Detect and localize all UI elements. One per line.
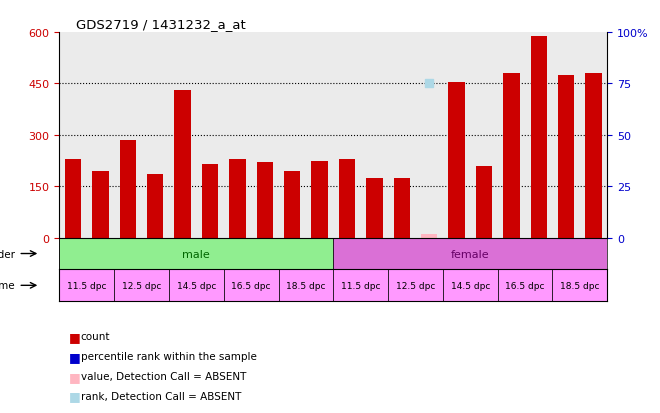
Text: 11.5 dpc: 11.5 dpc (341, 281, 380, 290)
Text: value, Detection Call = ABSENT: value, Detection Call = ABSENT (81, 371, 246, 381)
FancyBboxPatch shape (114, 270, 169, 301)
Bar (257, 163, 273, 238)
Text: ■: ■ (69, 330, 81, 343)
FancyBboxPatch shape (443, 270, 498, 301)
Bar (339, 159, 355, 238)
Bar (448, 83, 465, 238)
FancyBboxPatch shape (388, 270, 443, 301)
Text: percentile rank within the sample: percentile rank within the sample (81, 351, 256, 361)
Text: count: count (81, 332, 110, 342)
Text: ■: ■ (69, 350, 81, 363)
Text: 18.5 dpc: 18.5 dpc (560, 281, 599, 290)
Bar (366, 178, 383, 238)
Bar (312, 161, 328, 238)
Text: 14.5 dpc: 14.5 dpc (177, 281, 216, 290)
Text: ■: ■ (69, 389, 81, 403)
Text: 11.5 dpc: 11.5 dpc (67, 281, 106, 290)
Text: male: male (182, 249, 211, 259)
Text: GDS2719 / 1431232_a_at: GDS2719 / 1431232_a_at (76, 17, 246, 31)
Bar (202, 165, 218, 238)
Text: 12.5 dpc: 12.5 dpc (396, 281, 435, 290)
FancyBboxPatch shape (59, 238, 333, 270)
Bar (229, 159, 246, 238)
Text: female: female (451, 249, 490, 259)
Bar (119, 141, 136, 238)
FancyBboxPatch shape (552, 270, 607, 301)
Bar (503, 74, 519, 238)
FancyBboxPatch shape (498, 270, 552, 301)
Bar (393, 178, 410, 238)
FancyBboxPatch shape (169, 270, 224, 301)
Text: ■: ■ (69, 370, 81, 383)
Bar (476, 166, 492, 238)
FancyBboxPatch shape (279, 270, 333, 301)
Text: 14.5 dpc: 14.5 dpc (451, 281, 490, 290)
Bar (558, 76, 574, 238)
Point (424, 81, 434, 88)
Bar (92, 171, 109, 238)
Text: gender: gender (0, 249, 16, 259)
Bar (147, 175, 164, 238)
FancyBboxPatch shape (59, 270, 114, 301)
Bar (174, 91, 191, 238)
Text: 16.5 dpc: 16.5 dpc (232, 281, 271, 290)
Bar (585, 74, 602, 238)
Text: 18.5 dpc: 18.5 dpc (286, 281, 325, 290)
Text: 12.5 dpc: 12.5 dpc (122, 281, 161, 290)
Bar (421, 234, 438, 238)
Bar (531, 36, 547, 238)
Text: rank, Detection Call = ABSENT: rank, Detection Call = ABSENT (81, 391, 241, 401)
FancyBboxPatch shape (333, 270, 388, 301)
Bar (65, 159, 81, 238)
Bar (284, 171, 300, 238)
FancyBboxPatch shape (333, 238, 607, 270)
FancyBboxPatch shape (224, 270, 279, 301)
Text: 16.5 dpc: 16.5 dpc (506, 281, 544, 290)
Text: time: time (0, 281, 16, 291)
